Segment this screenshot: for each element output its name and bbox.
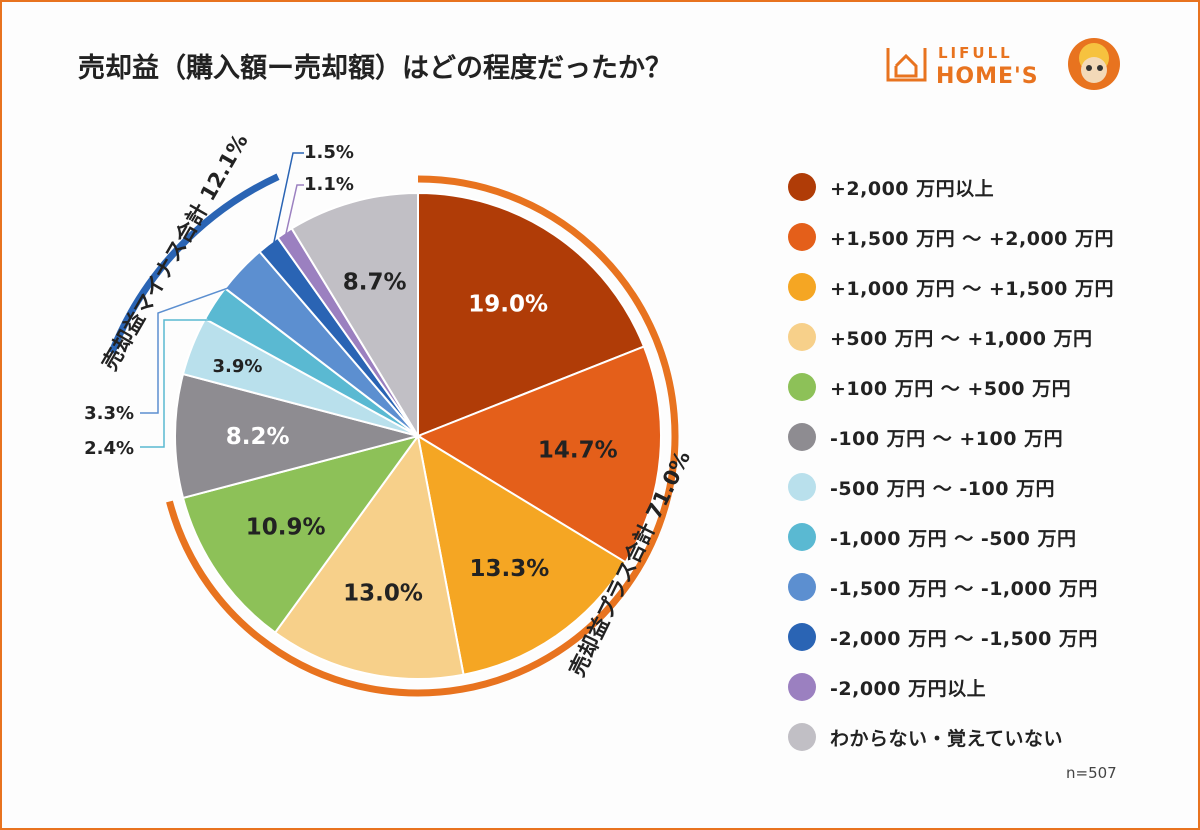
- leader-line: [272, 152, 304, 251]
- legend-item: +100 万円 ～ +500 万円: [788, 362, 1114, 412]
- pie-slice: [417, 191, 646, 438]
- legend-item: -2,000 万円以上: [788, 662, 1114, 712]
- legend: +2,000 万円以上 +1,500 万円 ～ +2,000 万円 +1,000 万…: [788, 162, 1114, 762]
- chart-title: 売却益（購入額ー売却額）はどの程度だったか？: [78, 52, 672, 84]
- slice-label: 8.2%: [226, 424, 290, 450]
- leader-line: [284, 184, 304, 241]
- legend-swatch: [788, 373, 816, 401]
- leader-line: [140, 307, 222, 448]
- legend-swatch: [788, 573, 816, 601]
- legend-item: +2,000 万円以上: [788, 162, 1114, 212]
- slice-label-outside: 1.1%: [304, 174, 354, 195]
- sample-size-note: n=507: [1066, 764, 1117, 782]
- pie-slice: [181, 434, 421, 634]
- legend-swatch: [788, 523, 816, 551]
- slice-label: 3.9%: [213, 356, 263, 377]
- legend-label: -100 万円 ～ +100 万円: [830, 427, 1064, 450]
- legend-label: -1,500 万円 ～ -1,000 万円: [830, 577, 1098, 600]
- legend-swatch: [788, 673, 816, 701]
- logo-line1: LIFULL: [938, 44, 1013, 62]
- legend-label: +500 万円 ～ +1,000 万円: [830, 327, 1093, 350]
- legend-item: -500 万円 ～ -100 万円: [788, 462, 1114, 512]
- legend-label: +1,000 万円 ～ +1,500 万円: [830, 277, 1114, 300]
- pie-slice: [174, 372, 422, 500]
- plus-group-bracket: [166, 175, 679, 697]
- legend-swatch: [788, 273, 816, 301]
- slice-label-outside: 2.4%: [84, 438, 134, 459]
- lifull-homes-logo: LIFULL HOME'S: [886, 38, 1120, 90]
- legend-swatch: [788, 723, 816, 751]
- legend-label: +100 万円 ～ +500 万円: [830, 377, 1072, 400]
- slice-label-outside: 1.5%: [304, 142, 354, 163]
- house-icon: [886, 48, 927, 82]
- pie-slice: [416, 433, 627, 676]
- slice-label-outside: 3.3%: [84, 403, 134, 424]
- legend-label: -2,000 万円 ～ -1,500 万円: [830, 627, 1098, 650]
- leader-line: [140, 273, 248, 414]
- legend-item: +1,000 万円 ～ +1,500 万円: [788, 262, 1114, 312]
- legend-swatch: [788, 473, 816, 501]
- legend-item: -100 万円 ～ +100 万円: [788, 412, 1114, 462]
- minus-group-bracket: [108, 173, 280, 354]
- pie-slice: [273, 433, 465, 680]
- slice-label: 19.0%: [468, 291, 548, 317]
- legend-item: -1,500 万円 ～ -1,000 万円: [788, 562, 1114, 612]
- logo-line2: HOME'S: [936, 64, 1039, 89]
- legend-swatch: [788, 423, 816, 451]
- legend-swatch: [788, 623, 816, 651]
- legend-label: +1,500 万円 ～ +2,000 万円: [830, 227, 1114, 250]
- legend-swatch: [788, 173, 816, 201]
- legend-label: +2,000 万円以上: [830, 177, 995, 200]
- legend-label: -1,000 万円 ～ -500 万円: [830, 527, 1077, 550]
- legend-label: -500 万円 ～ -100 万円: [830, 477, 1056, 500]
- slice-label: 14.7%: [538, 438, 618, 464]
- slice-label: 13.0%: [343, 581, 423, 607]
- slice-label: 8.7%: [343, 270, 407, 296]
- legend-label: わからない・覚えていない: [830, 727, 1064, 750]
- legend-item: +500 万円 ～ +1,000 万円: [788, 312, 1114, 362]
- legend-label: -2,000 万円以上: [830, 677, 987, 700]
- legend-item: -1,000 万円 ～ -500 万円: [788, 512, 1114, 562]
- legend-item: +1,500 万円 ～ +2,000 万円: [788, 212, 1114, 262]
- legend-item: わからない・覚えていない: [788, 712, 1114, 762]
- mascot-icon: [1068, 38, 1120, 90]
- legend-swatch: [788, 323, 816, 351]
- legend-item: -2,000 万円 ～ -1,500 万円: [788, 612, 1114, 662]
- slice-label: 10.9%: [246, 515, 326, 541]
- pie-slice: [290, 191, 419, 440]
- legend-swatch: [788, 223, 816, 251]
- slice-label: 13.3%: [469, 556, 549, 582]
- pie-slice: [415, 345, 662, 564]
